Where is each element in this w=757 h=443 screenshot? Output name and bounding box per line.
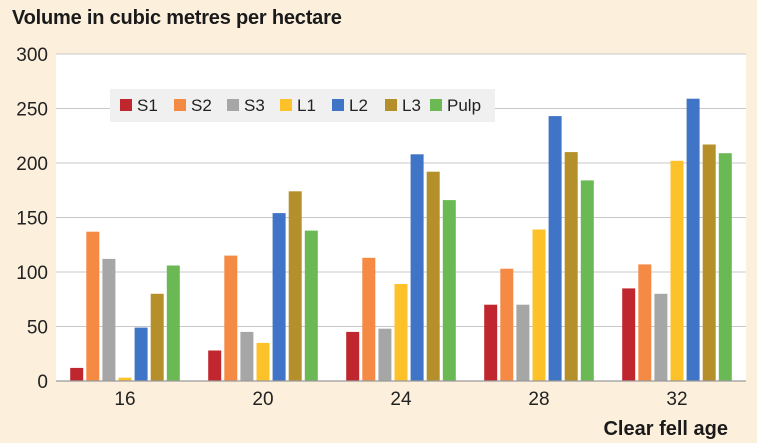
legend-swatch-l1	[280, 99, 292, 111]
bar-pulp-32	[718, 153, 732, 381]
bar-s3-32	[654, 293, 668, 381]
y-tick-label-0: 0	[37, 372, 48, 393]
bar-s3-24	[378, 328, 392, 381]
bar-pulp-24	[442, 200, 456, 381]
bar-l3-24	[426, 171, 440, 381]
legend-swatch-s3	[227, 99, 239, 111]
bar-s1-24	[346, 331, 360, 381]
bar-s1-16	[70, 367, 84, 381]
bar-s1-32	[622, 288, 636, 381]
x-tick-label-24: 24	[390, 389, 412, 410]
bar-l1-32	[670, 160, 684, 381]
legend-label-l2: L2	[349, 96, 368, 115]
bars	[70, 98, 732, 381]
bar-l3-20	[288, 191, 302, 381]
bar-l2-32	[686, 98, 700, 381]
bar-l3-16	[150, 293, 164, 381]
legend-swatch-s1	[120, 99, 132, 111]
legend-swatch-l2	[332, 99, 344, 111]
bar-s2-16	[86, 231, 100, 381]
x-tick-label-16: 16	[114, 389, 135, 410]
bar-s1-20	[208, 350, 222, 381]
bar-l3-32	[702, 144, 716, 381]
bar-s2-28	[500, 268, 514, 381]
bar-l3-28	[564, 152, 578, 381]
bar-s1-28	[484, 304, 498, 381]
x-tick-label-28: 28	[528, 389, 549, 410]
y-tick-label-250: 250	[16, 100, 48, 121]
bar-l2-24	[410, 154, 424, 381]
legend-label-s2: S2	[191, 96, 212, 115]
bar-pulp-28	[580, 180, 594, 381]
y-tick-label-200: 200	[16, 154, 48, 175]
y-tick-label-50: 50	[27, 318, 48, 339]
bar-l2-16	[134, 327, 148, 381]
legend-label-l3: L3	[402, 96, 421, 115]
legend: S1 S2 S3 L1 L2 L3 Pulp	[110, 89, 495, 122]
legend-label-pulp: Pulp	[447, 96, 481, 115]
bar-l2-20	[272, 213, 286, 381]
legend-swatch-l3	[385, 99, 397, 111]
bar-l1-20	[256, 342, 270, 381]
bar-s3-16	[102, 258, 116, 381]
bar-l2-28	[548, 116, 562, 381]
legend-swatch-s2	[174, 99, 186, 111]
bar-l1-24	[394, 284, 408, 381]
bar-pulp-16	[166, 265, 180, 381]
legend-swatch-pulp	[430, 99, 442, 111]
axes: 0 50 100 150 200 250 300 16 20 24 28 32 Clear fell a…	[16, 45, 746, 440]
bar-l1-16	[118, 377, 132, 381]
x-axis-label: Clear fell age	[603, 418, 728, 440]
bar-s2-20	[224, 255, 238, 381]
bar-s3-20	[240, 331, 254, 381]
y-tick-label-150: 150	[16, 209, 48, 230]
bar-l1-28	[532, 229, 546, 381]
bar-s2-24	[362, 257, 376, 381]
bar-s3-28	[516, 304, 530, 381]
legend-label-s1: S1	[137, 96, 158, 115]
y-tick-label-100: 100	[16, 263, 48, 284]
bar-s2-32	[638, 264, 652, 381]
x-tick-label-32: 32	[666, 389, 687, 410]
y-tick-label-300: 300	[16, 45, 48, 66]
bar-pulp-20	[304, 230, 318, 381]
legend-label-l1: L1	[297, 96, 316, 115]
chart-title: Volume in cubic metres per hectare	[12, 7, 342, 29]
legend-label-s3: S3	[244, 96, 265, 115]
x-tick-label-20: 20	[252, 389, 273, 410]
